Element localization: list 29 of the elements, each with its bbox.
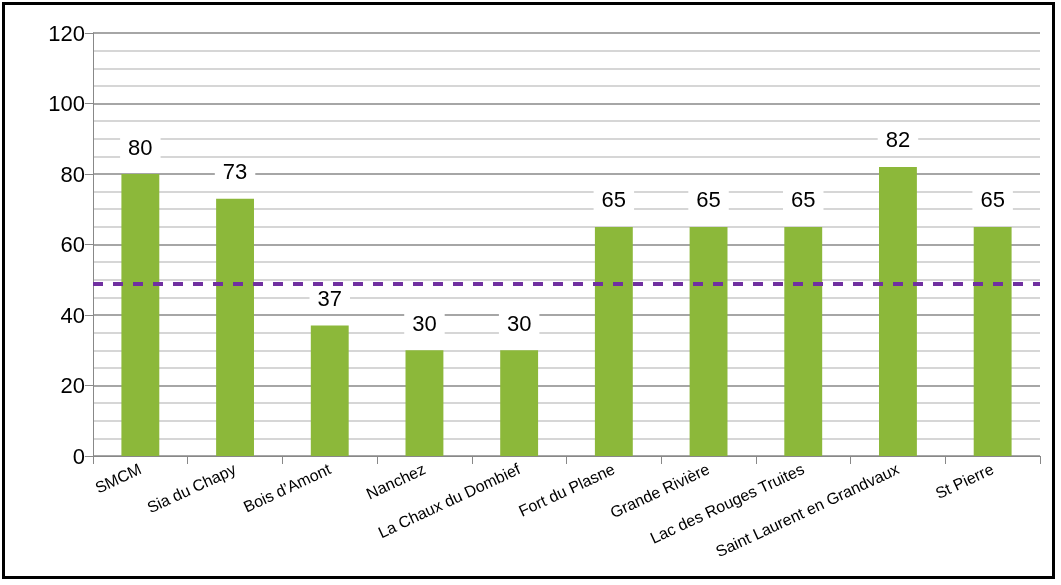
data-label: 73	[222, 159, 248, 185]
data-label: 80	[128, 134, 153, 160]
y-tick-label: 40	[60, 302, 85, 328]
data-label: 30	[412, 310, 437, 336]
y-tick-label: 0	[72, 443, 85, 469]
bar	[594, 226, 633, 456]
data-label: 82	[885, 127, 911, 153]
data-label: 65	[791, 187, 816, 213]
y-tick-label: 120	[48, 20, 85, 46]
data-label: 65	[601, 187, 627, 213]
data-label: 30	[506, 310, 532, 336]
bar	[121, 174, 160, 456]
data-label: 37	[317, 286, 342, 312]
y-tick-label: 80	[60, 161, 85, 187]
data-label: 65	[980, 187, 1005, 213]
bar	[310, 325, 349, 456]
bar	[973, 226, 1012, 456]
x-tick-label: St Pierre	[932, 460, 997, 503]
bar	[784, 226, 823, 456]
data-label: 65	[696, 187, 721, 213]
bar	[500, 350, 539, 456]
y-tick-label: 20	[60, 373, 85, 398]
x-tick-label: Sia du Chapy	[144, 460, 239, 517]
bar	[879, 166, 917, 456]
y-tick-label: 60	[60, 232, 85, 257]
bar	[405, 350, 444, 456]
y-tick-label: 100	[48, 91, 85, 116]
bar	[689, 226, 728, 456]
bar	[216, 198, 254, 456]
